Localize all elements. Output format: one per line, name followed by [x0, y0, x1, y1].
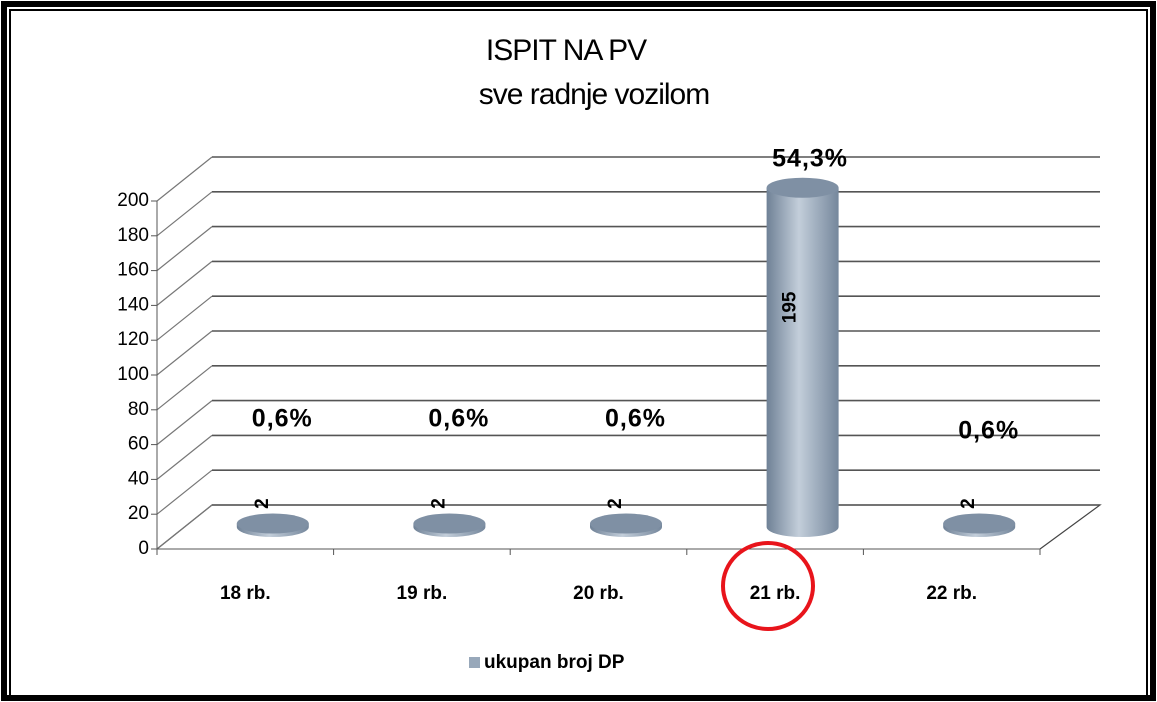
y-tick-label: 100	[117, 364, 149, 385]
grid-line	[156, 260, 213, 306]
grid-line	[156, 191, 213, 237]
grid-line	[156, 226, 213, 272]
legend-label: ukupan broj DP	[484, 652, 625, 673]
bar-top	[590, 513, 662, 534]
bar	[766, 177, 839, 537]
y-tick-label: 140	[117, 294, 149, 315]
bar	[943, 513, 1016, 537]
legend-swatch	[469, 657, 480, 668]
bar-top	[766, 177, 839, 198]
bar-top	[943, 513, 1016, 534]
chart-title: ISPIT NA PV	[486, 34, 647, 67]
y-tick-label: 40	[128, 468, 149, 489]
highlight-circle	[721, 541, 815, 631]
value-label: 2	[958, 498, 979, 509]
bar-top	[236, 513, 309, 534]
x-tick-label: 20 rb.	[573, 583, 624, 604]
bar	[590, 513, 662, 537]
x-tick-label: 21 rb.	[750, 583, 801, 604]
y-tick-label: 160	[117, 260, 149, 281]
percent-label: 0,6%	[605, 405, 666, 433]
plot: 0 20 40 60 80 100 120 140 160 180 200 18 rb. 2 0,6% 19…	[117, 144, 1102, 673]
x-tick-label: 19 rb.	[397, 583, 448, 604]
grid-line	[156, 469, 213, 515]
value-label: 2	[428, 498, 449, 509]
grid-line	[156, 434, 213, 480]
y-tick-label: 200	[117, 190, 149, 211]
x-tick-label: 22 rb.	[926, 583, 977, 604]
y-tick-label: 60	[128, 434, 149, 455]
grid-line	[156, 504, 213, 550]
x-tick-label: 18 rb.	[220, 583, 271, 604]
y-tick-label: 120	[117, 329, 149, 350]
bar-top	[413, 513, 486, 534]
bar	[236, 513, 309, 537]
value-label: 195	[780, 291, 801, 323]
value-label: 2	[252, 498, 273, 509]
value-label: 2	[605, 498, 626, 509]
bar	[413, 513, 486, 537]
y-tick-label: 20	[128, 503, 149, 524]
chart-subtitle: sve radnje vozilom	[479, 78, 709, 111]
grid-line	[156, 330, 213, 376]
percent-label: 0,6%	[958, 417, 1019, 445]
percent-label: 0,6%	[252, 405, 313, 433]
grid-line	[156, 365, 213, 411]
grid-line	[156, 156, 213, 202]
y-tick-label: 0	[138, 538, 149, 559]
y-tick-label: 80	[128, 399, 149, 420]
inner-frame	[9, 9, 1148, 699]
y-tick-label: 180	[117, 225, 149, 246]
percent-label: 0,6%	[428, 405, 489, 433]
percent-label: 54,3%	[772, 144, 848, 172]
bar-body	[766, 187, 839, 537]
grid-line	[156, 295, 213, 341]
grid-line	[156, 400, 213, 446]
